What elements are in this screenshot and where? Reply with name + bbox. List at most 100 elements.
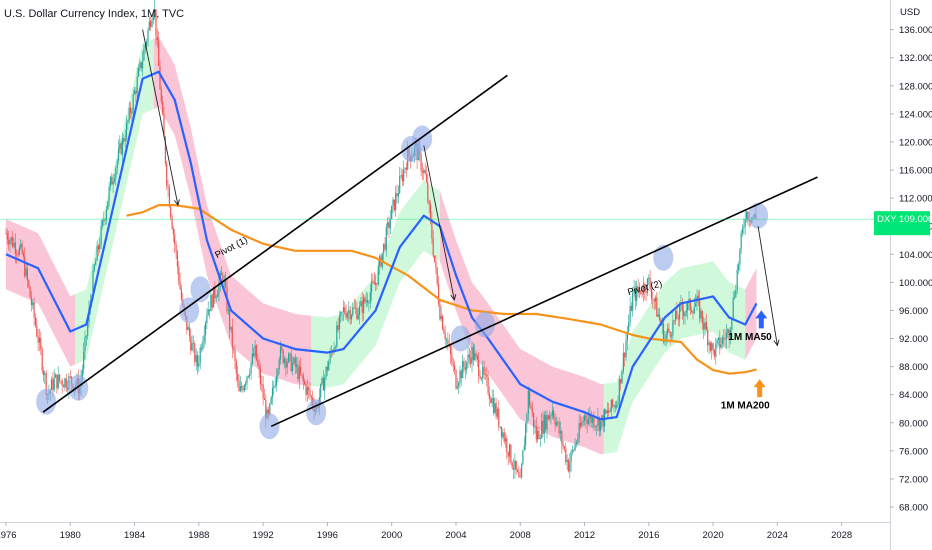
- candle: [120, 141, 122, 156]
- candle-body: [341, 311, 343, 313]
- candle-body: [383, 243, 385, 253]
- candle-body: [539, 438, 541, 440]
- candle-body: [159, 66, 161, 90]
- candle-body: [488, 393, 490, 399]
- candle-body: [214, 286, 216, 298]
- candle: [245, 380, 247, 391]
- candle: [160, 85, 162, 105]
- candle-body: [600, 421, 602, 431]
- candle: [562, 440, 564, 450]
- candle: [711, 341, 713, 360]
- candle-body: [271, 388, 274, 398]
- candle: [547, 414, 549, 420]
- candle: [483, 360, 485, 380]
- candle: [294, 353, 296, 375]
- candle-body: [590, 414, 592, 423]
- candle-body: [735, 290, 737, 298]
- candle-body: [736, 269, 738, 291]
- candle-body: [172, 228, 174, 235]
- candle: [534, 420, 536, 434]
- candle-body: [365, 300, 367, 302]
- candle: [140, 61, 142, 72]
- candle-body: [450, 345, 452, 355]
- candle: [151, 13, 153, 28]
- candle-body: [309, 390, 311, 397]
- candle: [620, 378, 622, 391]
- candle: [10, 236, 12, 245]
- candle-body: [427, 182, 429, 202]
- candle-body: [124, 138, 126, 142]
- candle: [44, 370, 46, 385]
- candle-body: [301, 374, 303, 376]
- candle-body: [360, 301, 362, 307]
- candle-body: [554, 418, 556, 426]
- candle-body: [642, 284, 644, 295]
- candle: [425, 165, 428, 184]
- candle-body: [28, 280, 30, 287]
- candle: [254, 339, 256, 359]
- candle-body: [109, 176, 112, 187]
- candle: [602, 409, 604, 433]
- candle-body: [356, 308, 358, 320]
- candle-body: [439, 303, 441, 320]
- candle: [175, 241, 177, 259]
- candle-body: [22, 253, 24, 257]
- candle-body: [60, 380, 62, 382]
- candle-body: [444, 333, 446, 340]
- candle: [346, 311, 349, 321]
- candle-body: [676, 310, 678, 319]
- candle-body: [668, 328, 670, 332]
- candle-body: [707, 329, 709, 346]
- candle-body: [484, 374, 486, 375]
- candle-body: [9, 240, 11, 245]
- candle: [107, 200, 109, 211]
- candle: [724, 329, 726, 349]
- candle-body: [144, 45, 146, 49]
- y-tick-label: 96.000: [899, 306, 928, 317]
- candle-body: [482, 367, 484, 379]
- candle-body: [535, 426, 537, 440]
- candle-body: [508, 444, 511, 457]
- candle-body: [467, 354, 469, 363]
- y-tick-label: 104.000: [899, 250, 932, 261]
- candle-body: [176, 251, 178, 267]
- candle-body: [661, 323, 663, 326]
- candle: [60, 380, 62, 385]
- candle-body: [731, 318, 733, 330]
- candle-body: [525, 423, 527, 446]
- candle: [9, 237, 11, 253]
- candle-body: [131, 111, 133, 114]
- highlight-circle: [179, 297, 200, 324]
- candle: [263, 388, 266, 400]
- candle-body: [275, 376, 278, 386]
- candle: [541, 412, 543, 440]
- candle-body: [134, 90, 136, 95]
- candle: [574, 438, 576, 452]
- candle-body: [579, 423, 582, 427]
- candle: [121, 132, 124, 164]
- highlight-circle: [306, 399, 327, 426]
- candle-body: [538, 430, 540, 440]
- candle-body: [63, 385, 65, 388]
- candle: [488, 386, 490, 407]
- candle-body: [719, 337, 721, 348]
- candle: [64, 377, 66, 392]
- candle: [233, 346, 235, 354]
- candle-body: [511, 463, 513, 468]
- candle: [681, 297, 683, 320]
- candle-body: [44, 373, 46, 375]
- candle: [587, 408, 590, 426]
- candle-body: [557, 421, 559, 423]
- candle-body: [578, 423, 580, 439]
- candle-body: [458, 383, 460, 387]
- candle-body: [121, 137, 124, 155]
- candle: [442, 314, 444, 331]
- candle-body: [218, 283, 220, 295]
- candle-body: [633, 288, 635, 293]
- candle-body: [677, 318, 679, 320]
- currency-label: USD: [900, 7, 920, 18]
- candle-body: [598, 417, 600, 431]
- candle-body: [575, 442, 578, 444]
- candle: [492, 389, 495, 416]
